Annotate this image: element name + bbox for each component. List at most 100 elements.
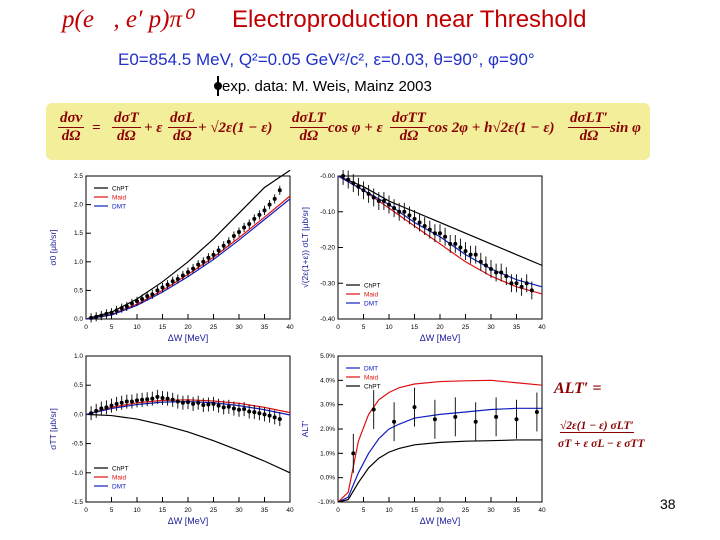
data-point (392, 419, 397, 424)
ALT-plot: 0 5 10 15 20 25 30 35 40 5.0% 4.0% 3.0% 2.0% 1.0% 0.0%… (300, 353, 546, 526)
data-point (341, 174, 346, 178)
legend-label-maid: Maid (364, 375, 378, 382)
data-point (135, 299, 139, 304)
y-tick-label: -0.10 (320, 209, 335, 216)
data-point (160, 285, 165, 290)
tt-numerator: dσTT (390, 110, 428, 128)
data-point (509, 281, 514, 286)
data-point (262, 412, 267, 417)
y-tick-label: 1.5 (74, 230, 83, 237)
l-denominator: dΩ (173, 128, 192, 144)
data-point (201, 403, 206, 408)
x-tick-label: 5 (110, 324, 114, 331)
alt-formula: ALT′ = √2ε(1 − ε) σLT′ σT + ε σL − ε σTT (554, 380, 704, 460)
data-point (438, 231, 442, 236)
data-point (489, 266, 493, 271)
data-point (478, 259, 483, 264)
t-numerator: dσT (112, 110, 141, 128)
legend-label-maid: Maid (112, 475, 126, 482)
lhs-numerator: dσv (58, 110, 85, 128)
data-point (104, 405, 109, 410)
t-fraction: dσT dΩ (112, 110, 141, 145)
y-tick-label: 5.0% (320, 353, 335, 360)
alt-numerator: √2ε(1 − ε) σLT′ (560, 420, 634, 433)
data-point (494, 270, 499, 275)
x-tick-label: 35 (513, 324, 521, 331)
x-tick-label: 10 (133, 507, 141, 514)
series-line-maid (337, 175, 543, 295)
data-point (267, 413, 272, 418)
data-point (114, 308, 119, 313)
data-point (237, 407, 241, 412)
data-point (170, 397, 175, 402)
data-point (180, 273, 185, 278)
legend-label-dmt: DMT (112, 484, 126, 491)
data-point (494, 414, 499, 419)
data-point (351, 451, 356, 456)
y-axis-label: σTT [μb/sr] (48, 408, 58, 450)
x-tick-label: 40 (538, 507, 546, 514)
data-point (463, 249, 468, 254)
data-point (94, 314, 99, 319)
x-tick-label: 40 (286, 507, 294, 514)
legend-label-chpt: ChPT (364, 384, 381, 391)
data-point (211, 401, 216, 406)
data-point (165, 396, 170, 401)
data-point (129, 399, 134, 404)
x-tick-label: 35 (261, 507, 269, 514)
reaction-title: p(e⃗, e′ p)π⁰ (62, 6, 193, 33)
data-point (453, 241, 458, 246)
data-point (499, 270, 504, 275)
x-tick-label: 40 (538, 324, 546, 331)
equals-sign: = (92, 120, 101, 136)
data-point (247, 222, 252, 227)
x-axis-label: ΔW [MeV] (420, 333, 461, 343)
sigmaLT-plot: 0 5 10 15 20 25 30 35 40 -0.00 -0.10 -0.20 -0.30 -0.4… (300, 170, 546, 343)
x-tick-label: 0 (84, 507, 88, 514)
data-point (201, 259, 206, 264)
x-tick-label: 25 (210, 324, 218, 331)
data-point (356, 184, 361, 189)
data-point (145, 294, 150, 299)
data-point (180, 400, 185, 405)
data-point (346, 177, 351, 182)
data-point (155, 288, 160, 293)
data-point (191, 401, 196, 406)
x-tick-label: 5 (362, 507, 366, 514)
series-line-maid (337, 379, 543, 503)
data-point (514, 417, 519, 422)
x-tick-label: 0 (84, 324, 88, 331)
data-point (504, 274, 509, 279)
data-point (366, 191, 371, 196)
data-point (216, 403, 221, 408)
data-point (94, 408, 99, 413)
plot-frame (85, 355, 291, 503)
legend-datapoint-icon (214, 82, 222, 90)
data-point (432, 231, 437, 236)
x-tick-label: 35 (513, 507, 521, 514)
data-point (99, 313, 104, 318)
x-tick-label: 15 (159, 324, 167, 331)
x-tick-label: 20 (184, 507, 192, 514)
x-tick-label: 30 (487, 507, 495, 514)
data-point (277, 188, 282, 193)
x-axis-label: ΔW [MeV] (168, 516, 209, 526)
data-point (211, 252, 216, 257)
l-numerator: dσL (168, 110, 197, 128)
data-point (257, 212, 262, 217)
y-tick-label: 1.0 (74, 259, 83, 266)
legend-label-dmt: DMT (112, 204, 126, 211)
x-tick-label: 15 (411, 324, 419, 331)
x-tick-label: 20 (436, 507, 444, 514)
data-point (89, 315, 94, 320)
lhs-fraction: dσv dΩ (58, 110, 85, 145)
data-point (483, 263, 488, 268)
data-point (109, 310, 114, 315)
legend-label-dmt: DMT (364, 366, 378, 373)
x-tick-label: 30 (487, 324, 495, 331)
x-tick-label: 10 (133, 324, 141, 331)
alt-denominator: σT + ε σL − ε σTT (558, 438, 645, 450)
data-point (432, 417, 437, 422)
data-point (534, 409, 539, 414)
data-point (252, 410, 257, 415)
